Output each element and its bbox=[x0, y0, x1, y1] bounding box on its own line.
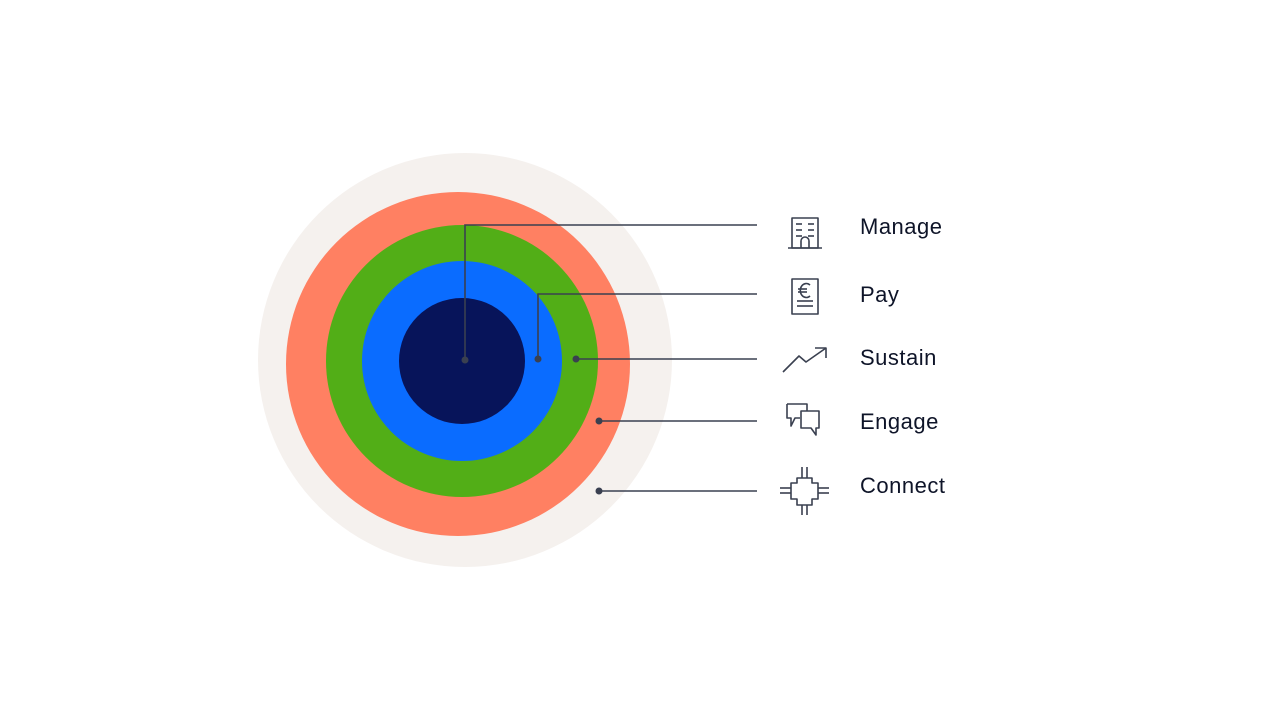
connector-icon bbox=[780, 467, 829, 515]
label-sustain: Sustain bbox=[860, 345, 937, 370]
building-icon bbox=[788, 217, 822, 249]
trend-up-icon bbox=[782, 347, 827, 373]
dot-connect bbox=[595, 487, 603, 495]
chat-bubbles-icon bbox=[786, 403, 820, 436]
dot-pay bbox=[534, 355, 542, 363]
label-manage: Manage bbox=[860, 214, 943, 239]
euro-invoice-icon bbox=[791, 278, 819, 315]
label-engage: Engage bbox=[860, 409, 939, 434]
label-pay: Pay bbox=[860, 282, 900, 307]
dot-engage bbox=[595, 417, 603, 425]
dot-manage bbox=[461, 356, 469, 364]
connector-line-pay bbox=[537, 293, 757, 359]
label-connect: Connect bbox=[860, 473, 946, 498]
dot-sustain bbox=[572, 355, 580, 363]
connector-line-manage bbox=[464, 224, 757, 360]
